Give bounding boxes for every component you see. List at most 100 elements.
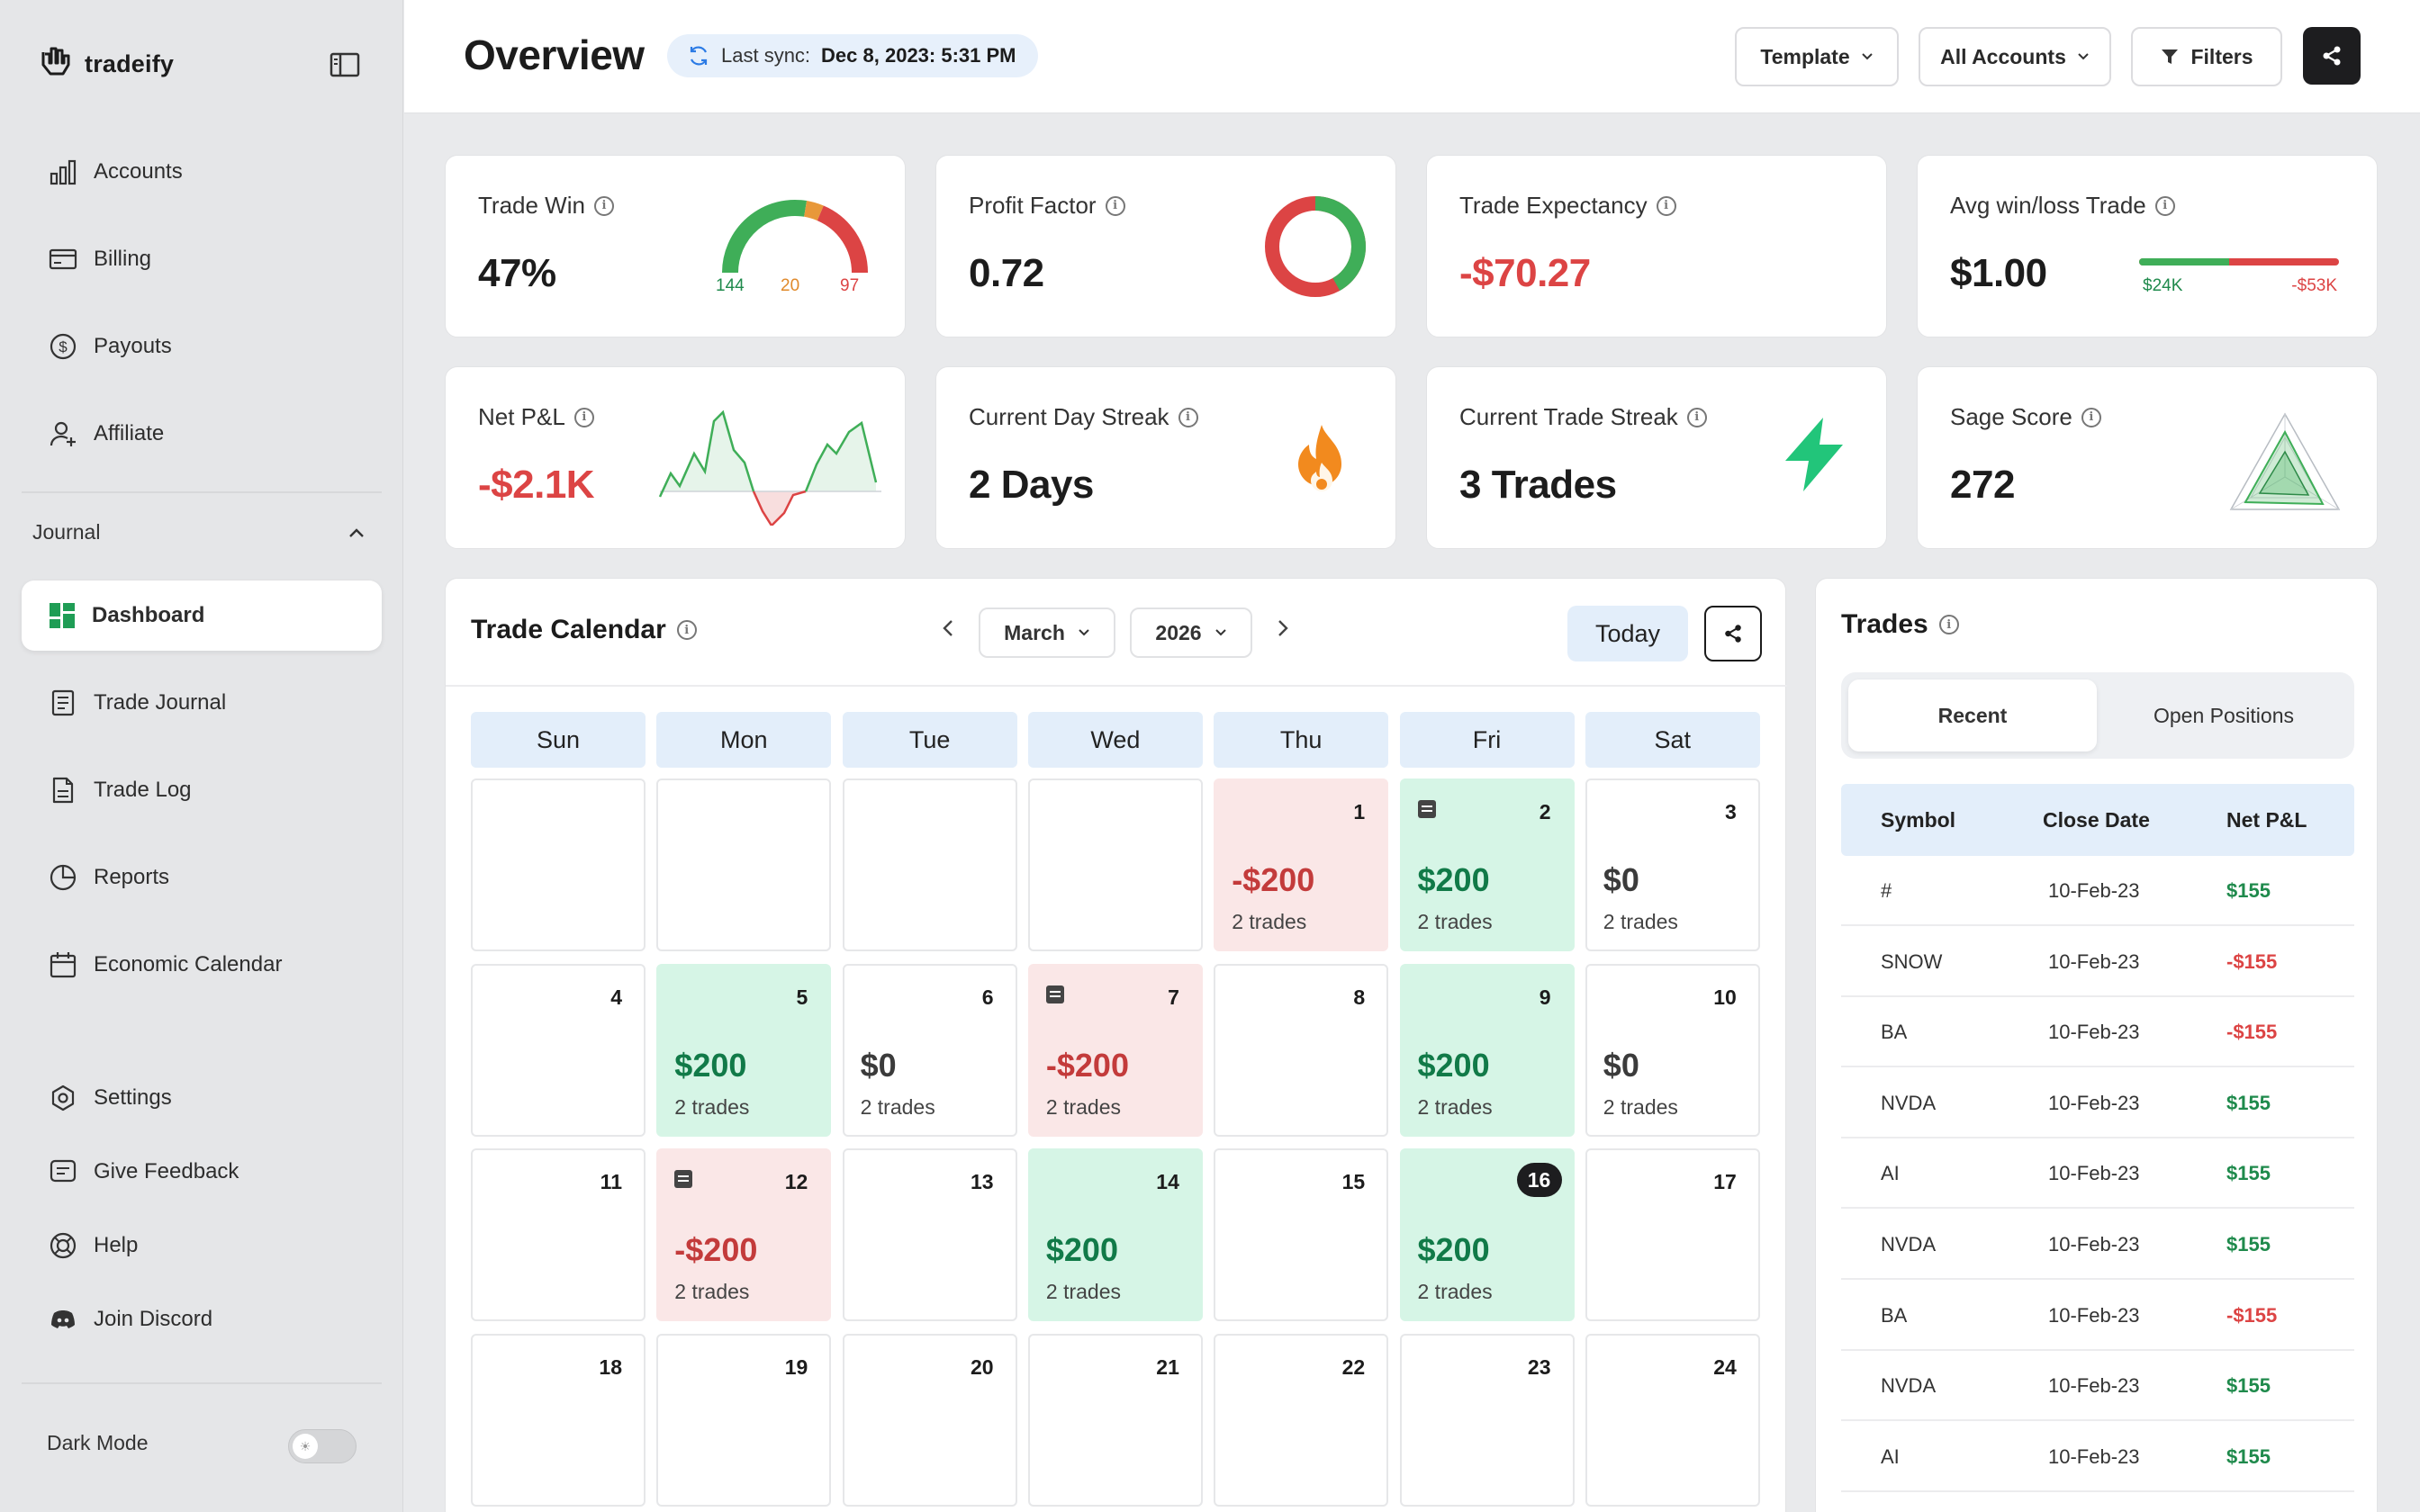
table-row[interactable]: AI 10-Feb-23 $155 bbox=[1841, 1138, 2354, 1210]
svg-text:$: $ bbox=[59, 338, 68, 356]
weekday-header: Mon bbox=[656, 712, 832, 768]
day-pnl-amount: $0 bbox=[1603, 1046, 1639, 1084]
calendar-day-cell[interactable]: 4 bbox=[471, 963, 646, 1137]
brand-logo[interactable]: tradeify bbox=[38, 47, 174, 81]
day-trade-count: 2 trades bbox=[1417, 1280, 1493, 1303]
table-row[interactable]: BA 10-Feb-23 -$155 bbox=[1841, 1281, 2354, 1351]
calendar-day-cell[interactable]: 16 $200 2 trades bbox=[1399, 1148, 1575, 1321]
sidebar-item-label: Trade Log bbox=[94, 778, 192, 802]
sidebar-item-reports[interactable]: Reports bbox=[22, 842, 382, 913]
sidebar-item-settings[interactable]: Settings bbox=[22, 1063, 382, 1133]
sidebar-item-billing[interactable]: Billing bbox=[22, 224, 382, 294]
info-icon[interactable]: i bbox=[573, 407, 594, 428]
sidebar-item-label: Reports bbox=[94, 865, 170, 889]
accounts-dropdown[interactable]: All Accounts bbox=[1919, 27, 2111, 86]
table-row[interactable]: NVDA 10-Feb-23 $155 bbox=[1841, 1210, 2354, 1280]
calendar-day-cell[interactable]: 20 bbox=[842, 1333, 1017, 1507]
sidebar-item-accounts[interactable]: Accounts bbox=[22, 137, 382, 207]
sidebar-item-help[interactable]: Help bbox=[22, 1210, 382, 1281]
trade-close-date: 10-Feb-23 bbox=[2048, 1162, 2140, 1185]
kpi-day-streak: Current Day Streak i 2 Days bbox=[935, 366, 1396, 549]
table-row[interactable]: AI 10-Feb-23 $155 bbox=[1841, 1422, 2354, 1492]
day-number: 18 bbox=[599, 1354, 622, 1379]
trades-tabs: Recent Open Positions bbox=[1841, 672, 2354, 759]
info-icon[interactable]: i bbox=[2081, 407, 2101, 428]
calendar-day-cell[interactable]: 1 -$200 2 trades bbox=[1214, 778, 1389, 951]
calendar-day-cell[interactable]: 15 bbox=[1214, 1148, 1389, 1321]
info-icon[interactable]: i bbox=[593, 195, 614, 216]
calendar-day-cell[interactable]: 18 bbox=[471, 1333, 646, 1507]
tab-recent[interactable]: Recent bbox=[1848, 680, 2097, 752]
column-header-net-pnl[interactable]: Net P&L bbox=[2226, 807, 2307, 832]
dark-mode-toggle[interactable]: ☀ bbox=[288, 1429, 357, 1463]
month-select[interactable]: March bbox=[979, 608, 1115, 658]
note-icon[interactable] bbox=[1045, 985, 1064, 1004]
info-icon[interactable]: i bbox=[676, 620, 697, 640]
sidebar-item-label: Affiliate bbox=[94, 421, 165, 446]
table-row[interactable]: BA 10-Feb-23 -$155 bbox=[1841, 997, 2354, 1068]
sidebar: tradeify Accounts Billing $ Payouts Affi… bbox=[0, 0, 403, 1512]
info-icon[interactable]: i bbox=[2154, 195, 2175, 216]
today-button[interactable]: Today bbox=[1567, 606, 1688, 662]
calendar-day-cell[interactable]: 24 bbox=[1585, 1333, 1760, 1507]
info-icon[interactable]: i bbox=[1105, 195, 1125, 216]
sidebar-item-economic-calendar[interactable]: Economic Calendar bbox=[22, 930, 382, 1000]
sidebar-item-join-discord[interactable]: Join Discord bbox=[22, 1284, 382, 1354]
calendar-day-cell[interactable]: 23 bbox=[1399, 1333, 1575, 1507]
calendar-day-cell[interactable]: 7 -$200 2 trades bbox=[1027, 963, 1203, 1137]
day-trade-count: 2 trades bbox=[1045, 1280, 1121, 1303]
calendar-share-button[interactable] bbox=[1704, 606, 1762, 662]
trade-close-date: 10-Feb-23 bbox=[2048, 1233, 2140, 1256]
calendar-day-cell[interactable]: 19 bbox=[656, 1333, 832, 1507]
prev-month-icon[interactable] bbox=[941, 618, 955, 638]
sidebar-section-journal[interactable]: Journal bbox=[32, 520, 366, 544]
info-icon[interactable]: i bbox=[1686, 407, 1707, 428]
sidebar-item-affiliate[interactable]: Affiliate bbox=[22, 399, 382, 469]
calendar-day-cell[interactable]: 6 $0 2 trades bbox=[842, 963, 1017, 1137]
next-month-icon[interactable] bbox=[1276, 618, 1290, 638]
info-icon[interactable]: i bbox=[1178, 407, 1198, 428]
calendar-day-cell[interactable] bbox=[656, 778, 832, 951]
calendar-day-cell[interactable]: 12 -$200 2 trades bbox=[656, 1148, 832, 1321]
sidebar-item-trade-log[interactable]: Trade Log bbox=[22, 755, 382, 825]
info-icon[interactable]: i bbox=[1938, 615, 1959, 634]
day-number: 13 bbox=[971, 1170, 994, 1193]
sidebar-item-dashboard[interactable]: Dashboard bbox=[22, 580, 382, 651]
info-icon[interactable]: i bbox=[1656, 195, 1676, 216]
table-row[interactable]: SNOW 10-Feb-23 -$155 bbox=[1841, 927, 2354, 997]
sidebar-collapse-icon[interactable] bbox=[330, 52, 360, 77]
table-row[interactable]: #10-Feb-23 $155 bbox=[1841, 856, 2354, 926]
calendar-day-cell[interactable]: 11 bbox=[471, 1148, 646, 1321]
calendar-day-cell[interactable]: 9 $200 2 trades bbox=[1399, 963, 1575, 1137]
sidebar-item-payouts[interactable]: $ Payouts bbox=[22, 311, 382, 382]
calendar-day-cell[interactable] bbox=[1027, 778, 1203, 951]
table-row[interactable]: NVDA 10-Feb-23 $155 bbox=[1841, 1351, 2354, 1422]
calendar-day-cell[interactable]: 2 $200 2 trades bbox=[1399, 778, 1575, 951]
note-icon[interactable] bbox=[674, 1170, 693, 1188]
calendar-day-cell[interactable]: 17 bbox=[1585, 1148, 1760, 1321]
filters-button[interactable]: Filters bbox=[2131, 27, 2282, 86]
brand-name: tradeify bbox=[85, 50, 175, 77]
template-dropdown[interactable]: Template bbox=[1735, 27, 1899, 86]
sidebar-item-give-feedback[interactable]: Give Feedback bbox=[22, 1137, 382, 1207]
year-select[interactable]: 2026 bbox=[1130, 608, 1252, 658]
share-button[interactable] bbox=[2303, 27, 2361, 85]
calendar-day-cell[interactable]: 14 $200 2 trades bbox=[1027, 1148, 1203, 1321]
calendar-day-cell[interactable] bbox=[471, 778, 646, 951]
calendar-day-cell[interactable]: 21 bbox=[1027, 1333, 1203, 1507]
table-row[interactable]: NVDA 10-Feb-23 $155 bbox=[1841, 1068, 2354, 1138]
pie-chart-icon bbox=[49, 863, 77, 892]
avg-loss-value: -$53K bbox=[2291, 276, 2337, 295]
calendar-day-cell[interactable]: 10 $0 2 trades bbox=[1585, 963, 1760, 1137]
calendar-day-cell[interactable] bbox=[842, 778, 1017, 951]
sidebar-item-trade-journal[interactable]: Trade Journal bbox=[22, 668, 382, 738]
note-icon[interactable] bbox=[1417, 800, 1436, 818]
tab-open-positions[interactable]: Open Positions bbox=[2154, 703, 2294, 727]
calendar-day-cell[interactable]: 13 bbox=[842, 1148, 1017, 1321]
calendar-day-cell[interactable]: 22 bbox=[1214, 1333, 1389, 1507]
calendar-day-cell[interactable]: 5 $200 2 trades bbox=[656, 963, 832, 1137]
column-header-close-date[interactable]: Close Date bbox=[2043, 807, 2150, 832]
column-header-symbol[interactable]: Symbol bbox=[1881, 807, 1956, 832]
calendar-day-cell[interactable]: 8 bbox=[1214, 963, 1389, 1137]
calendar-day-cell[interactable]: 3 $0 2 trades bbox=[1585, 778, 1760, 951]
